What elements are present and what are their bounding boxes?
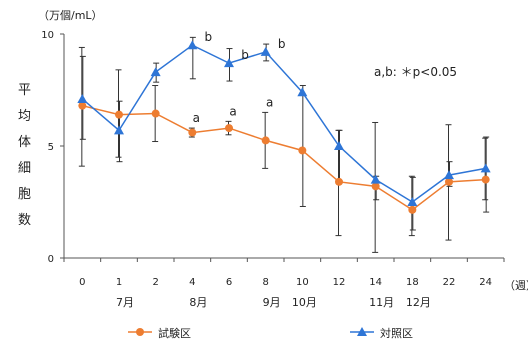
x-tick-label: 8 (262, 277, 268, 288)
x-tick-label: 1 (116, 277, 122, 288)
significance-letter: b (205, 30, 213, 44)
data-point (444, 170, 454, 180)
month-label: 7月 (116, 296, 134, 309)
y-axis-title-char: 細 (18, 161, 31, 176)
chart-texts: （万個/mL） （週） a,b: ＊p<0.05 平均体細胞数 (18, 9, 528, 292)
legend-marker (357, 327, 367, 336)
series-line (81, 44, 486, 203)
significance-note: a,b: ＊p<0.05 (374, 65, 457, 79)
data-point (408, 205, 417, 214)
x-tick-label: 10 (296, 277, 309, 288)
legend: 試験区 対照区 (128, 326, 413, 340)
y-axis-title-char: 平 (18, 83, 31, 98)
x-tick-label: 2 (152, 277, 158, 288)
x-tick-label: 12 (333, 277, 346, 288)
data-point (225, 124, 233, 133)
data-point (115, 110, 123, 119)
significance-letter: b (241, 48, 249, 62)
data-point (298, 146, 307, 155)
y-axis-title-char: 数 (18, 213, 31, 228)
data-point (481, 175, 490, 184)
data-point (480, 163, 491, 173)
month-label: 11月 (369, 296, 394, 309)
data-point (187, 40, 198, 50)
x-tick-label: 24 (479, 277, 492, 288)
legend-label: 試験区 (158, 326, 191, 340)
series-lines (81, 44, 486, 211)
significance-annotations: a a a b b b (193, 30, 286, 125)
significance-letter: a (266, 95, 273, 109)
x-unit-label: （週） (504, 279, 528, 292)
data-point (261, 136, 270, 145)
y-axis-title-char: 均 (18, 109, 31, 124)
x-tick-label: 6 (226, 277, 232, 288)
data-point (260, 46, 271, 56)
y-axis-title: 平均体細胞数 (18, 83, 31, 228)
x-tick-label: 22 (443, 277, 456, 288)
data-point (78, 101, 87, 110)
data-point (445, 177, 453, 186)
month-label: 10月 (292, 296, 317, 309)
data-point (188, 128, 197, 137)
legend-label: 対照区 (380, 326, 413, 340)
legend-marker (136, 328, 144, 336)
data-point (370, 174, 381, 184)
month-label: 8月 (189, 296, 207, 309)
significance-letter: a (193, 111, 200, 125)
series-line (82, 104, 486, 211)
unit-label: （万個/mL） (38, 9, 103, 22)
x-tick-label: 0 (79, 277, 85, 288)
month-label: 12月 (406, 296, 431, 309)
y-tick-label: 5 (48, 142, 54, 153)
data-point (407, 197, 418, 206)
significance-letter: b (278, 37, 286, 51)
y-axis-title-char: 胞 (18, 187, 31, 202)
month-label: 9月 (263, 296, 281, 309)
x-tick-label: 18 (406, 277, 419, 288)
data-point (224, 58, 234, 68)
data-point (297, 87, 308, 97)
data-point (371, 182, 380, 191)
y-tick-label: 0 (48, 254, 54, 265)
data-point (77, 93, 88, 103)
x-tick-label: 14 (369, 277, 382, 288)
data-point (151, 109, 160, 118)
y-tick-label: 10 (41, 30, 54, 41)
data-point (114, 125, 124, 135)
y-axis-title-char: 体 (18, 135, 31, 150)
x-tick-label: 4 (189, 277, 195, 288)
data-point (334, 141, 344, 150)
data-point (150, 67, 161, 77)
data-point (335, 177, 343, 186)
significance-letter: a (229, 104, 236, 118)
series-markers (77, 40, 491, 214)
